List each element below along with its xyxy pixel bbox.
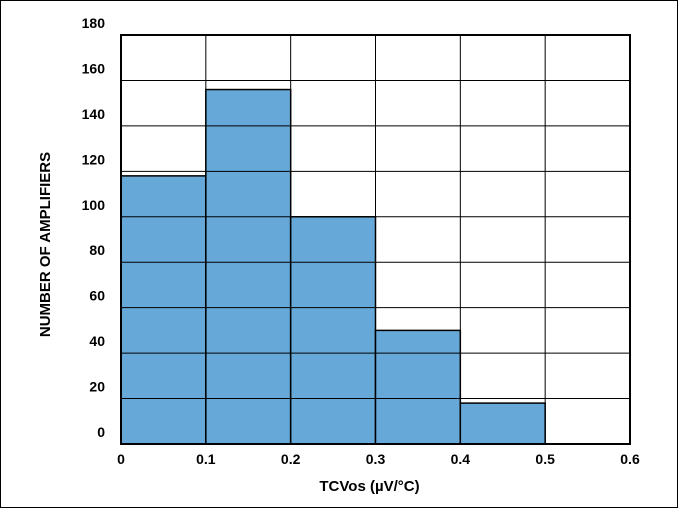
histogram-bar xyxy=(459,402,546,445)
bars xyxy=(120,88,546,445)
y-axis-label: NUMBER OF AMPLIFIERS xyxy=(37,152,54,337)
y-tick-label: 60 xyxy=(89,288,105,304)
x-tick-label: 0.1 xyxy=(196,451,216,467)
x-axis-label: TCVos (µV/°C) xyxy=(319,478,419,495)
histogram-bar xyxy=(289,216,377,445)
histogram-bar xyxy=(120,175,207,445)
y-tick-label: 180 xyxy=(82,15,106,31)
histogram-bar xyxy=(374,329,462,445)
histogram-bar xyxy=(205,88,292,445)
x-tick-label: 0.4 xyxy=(451,451,471,467)
y-tick-label: 120 xyxy=(82,151,106,167)
plot-border xyxy=(120,34,631,445)
y-tick-label: 20 xyxy=(89,379,105,395)
y-tick-label: 140 xyxy=(82,106,106,122)
y-tick-label: 100 xyxy=(82,197,106,213)
y-tick-labels: 0 20 40 60 80 100 120 140 160 180 xyxy=(82,15,106,440)
y-tick-label: 160 xyxy=(82,60,106,76)
x-tick-label: 0.6 xyxy=(620,451,640,467)
x-tick-label: 0.5 xyxy=(535,451,555,467)
x-tick-labels: 0 0.1 0.2 0.3 0.4 0.5 0.6 xyxy=(117,451,640,467)
y-tick-label: 80 xyxy=(89,242,105,258)
x-tick-label: 0 xyxy=(117,451,125,467)
y-tick-label: 40 xyxy=(89,333,105,349)
y-tick-label: 0 xyxy=(97,424,105,440)
x-tick-label: 0.2 xyxy=(281,451,301,467)
x-tick-label: 0.3 xyxy=(366,451,386,467)
